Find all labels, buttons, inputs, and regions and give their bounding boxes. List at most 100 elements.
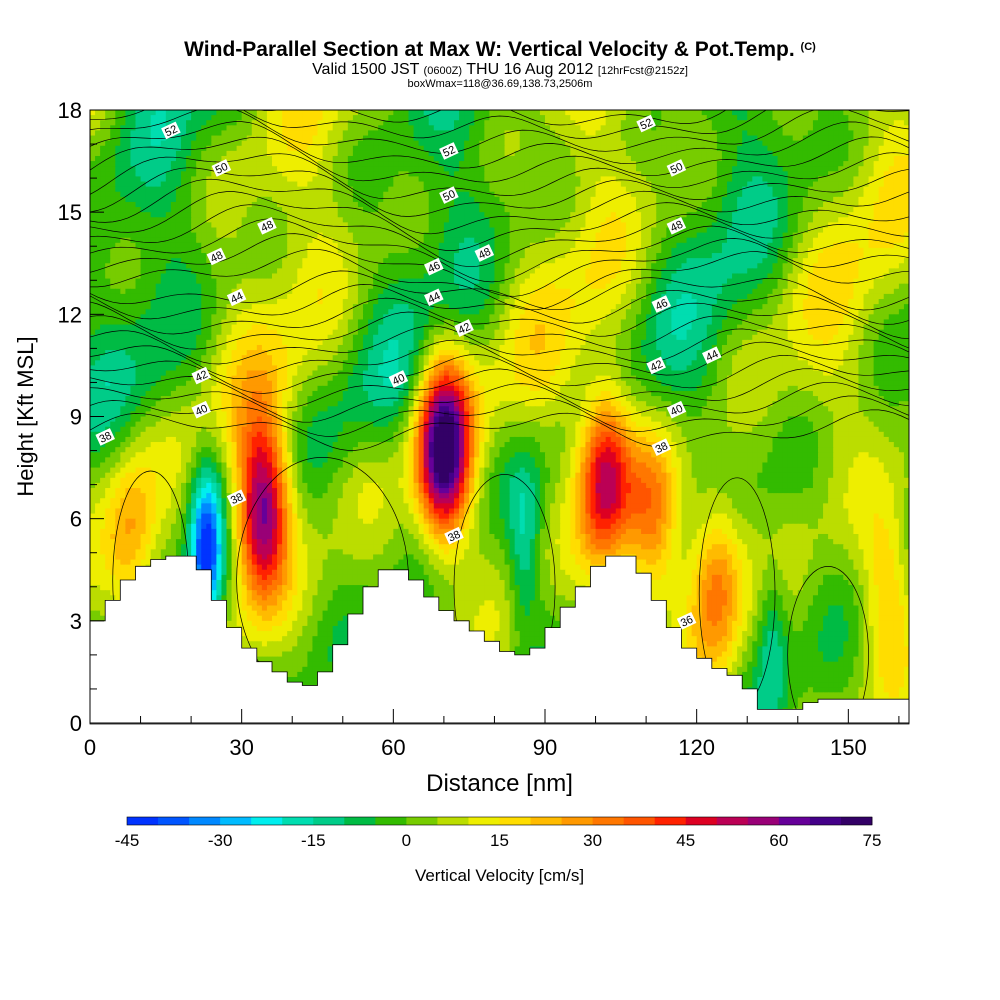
velocity-cell [883,237,890,244]
velocity-cell [115,247,121,254]
velocity-cell [307,145,314,152]
velocity-cell [732,253,738,259]
velocity-cell [757,171,763,178]
velocity-cell [95,135,101,142]
velocity-cell [903,150,909,157]
velocity-cell [716,130,723,137]
velocity-cell [251,207,258,213]
velocity-cell [332,258,339,264]
velocity-cell [636,125,642,132]
velocity-cell [196,201,202,208]
velocity-cell [807,201,814,208]
velocity-cell [363,120,369,126]
velocity-cell [600,110,607,116]
velocity-cell [711,263,718,269]
velocity-cell [297,263,303,269]
velocity-cell [479,150,485,157]
velocity-cell [408,135,415,142]
velocity-cell [251,135,258,142]
velocity-cell [292,201,298,208]
velocity-cell [221,186,228,193]
velocity-cell [206,186,212,193]
velocity-cell [347,201,354,208]
velocity-cell [443,171,450,178]
velocity-cell [777,212,784,218]
velocity-cell [297,161,303,167]
velocity-cell [170,253,177,259]
velocity-cell [388,135,394,142]
velocity-cell [641,247,647,254]
velocity-cell [438,242,445,249]
velocity-cell [641,196,647,203]
velocity-cell [818,166,824,172]
velocity-cell [883,135,890,142]
velocity-cell [150,217,157,223]
velocity-cell [130,161,137,167]
velocity-cell [418,120,425,126]
velocity-cell [115,258,121,264]
velocity-cell [378,130,384,137]
velocity-cell [302,130,308,137]
velocity-cell [605,227,612,234]
velocity-cell [373,125,379,132]
velocity-cell [539,145,546,152]
velocity-cell [140,222,147,229]
velocity-cell [807,166,814,172]
velocity-cell [277,110,283,116]
velocity-cell [878,130,885,137]
velocity-cell [671,237,678,244]
velocity-cell [266,186,273,193]
velocity-cell [393,130,399,137]
velocity-cell [742,171,748,178]
velocity-cell [423,207,430,213]
velocity-cell [782,196,789,203]
velocity-cell [519,201,526,208]
velocity-cell [332,150,339,157]
velocity-cell [807,135,814,142]
velocity-cell [373,237,379,244]
velocity-cell [732,242,738,249]
velocity-cell [155,115,162,121]
velocity-cell [585,222,592,229]
velocity-cell [145,242,152,249]
velocity-cell [641,115,647,121]
velocity-cell [454,186,460,193]
velocity-cell [762,135,769,142]
velocity-cell [615,150,622,157]
velocity-cell [595,186,602,193]
velocity-cell [196,135,202,142]
velocity-cell [777,125,784,132]
velocity-cell [580,201,587,208]
velocity-cell [671,135,678,142]
velocity-cell [317,227,324,234]
velocity-cell [797,242,804,249]
velocity-cell [747,253,753,259]
velocity-cell [615,181,622,188]
velocity-cell [903,115,909,121]
velocity-cell [620,155,627,162]
velocity-cell [216,181,223,188]
velocity-cell [368,176,374,183]
velocity-cell [797,232,804,239]
velocity-cell [752,140,758,147]
velocity-cell [605,201,612,208]
velocity-cell [787,196,794,203]
velocity-cell [226,227,233,234]
velocity-cell [691,155,698,162]
velocity-cell [165,263,172,269]
velocity-cell [838,201,844,208]
velocity-cell [433,120,440,126]
velocity-cell [711,120,718,126]
velocity-cell [529,207,536,213]
velocity-cell [888,120,895,126]
velocity-cell [625,222,632,229]
velocity-cell [818,217,824,223]
velocity-cell [160,171,167,178]
velocity-cell [287,181,293,188]
velocity-cell [135,171,142,178]
velocity-cell [251,258,258,264]
velocity-cell [843,140,849,147]
velocity-cell [848,125,854,132]
velocity-cell [509,145,516,152]
velocity-cell [792,201,799,208]
